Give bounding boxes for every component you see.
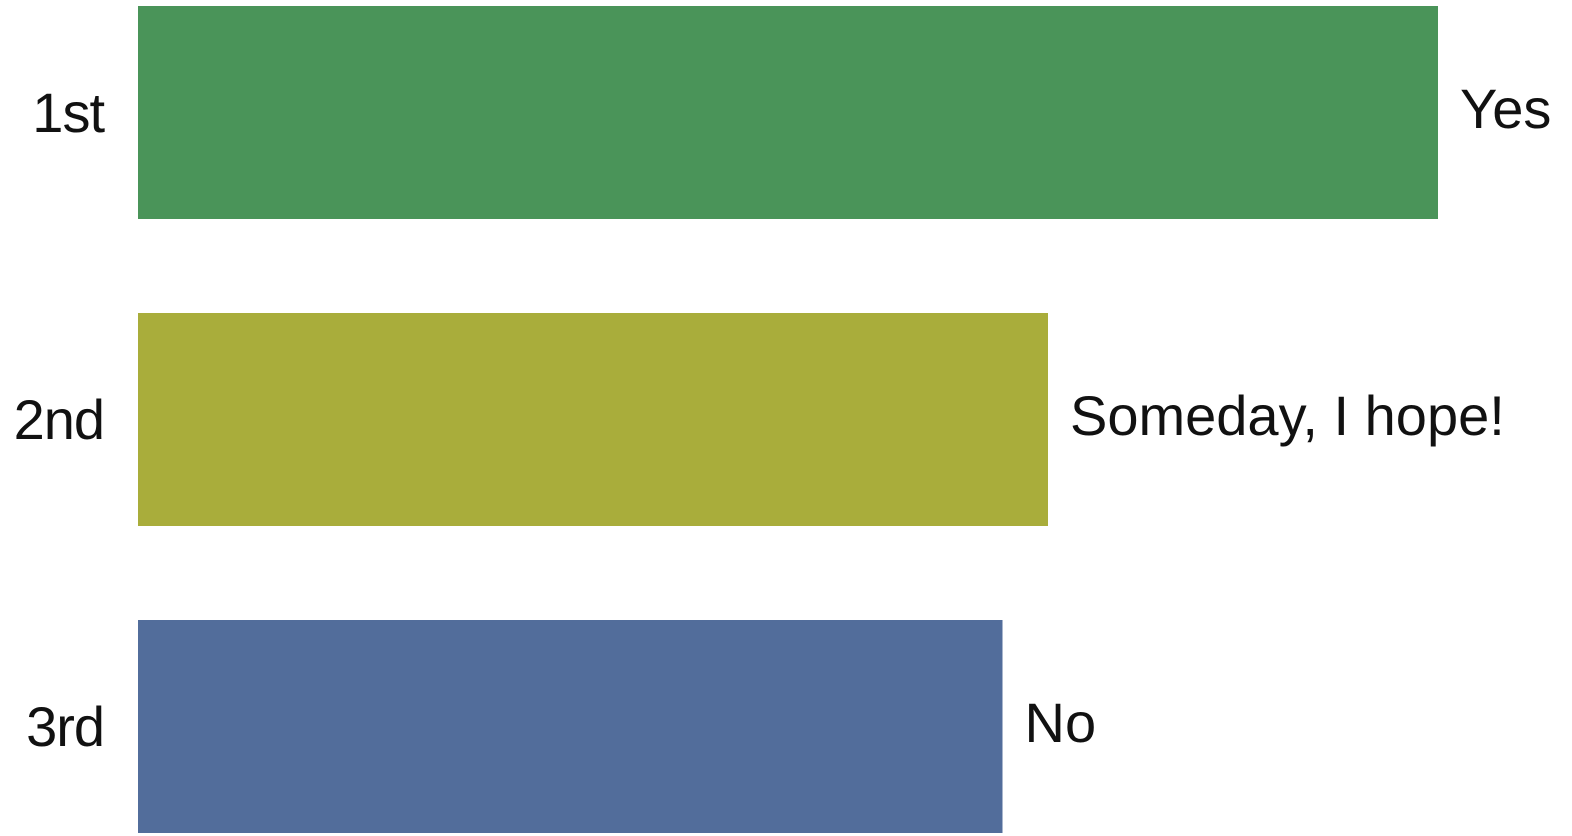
category-label-2nd: 2nd: [14, 388, 104, 451]
answer-label-yes: Yes: [1460, 77, 1551, 140]
bar-1st: [138, 6, 1438, 219]
answer-label-no: No: [1025, 691, 1097, 754]
bars-layer: [138, 6, 1438, 833]
value-labels-layer: Yes Someday, I hope! No: [1025, 77, 1552, 754]
category-label-1st: 1st: [32, 81, 105, 144]
answer-label-someday-i-hope: Someday, I hope!: [1070, 384, 1505, 447]
category-label-3rd: 3rd: [26, 695, 104, 758]
bar-3rd: [138, 620, 1003, 833]
category-labels-layer: 1st 2nd 3rd: [14, 81, 107, 758]
bar-2nd: [138, 313, 1048, 526]
